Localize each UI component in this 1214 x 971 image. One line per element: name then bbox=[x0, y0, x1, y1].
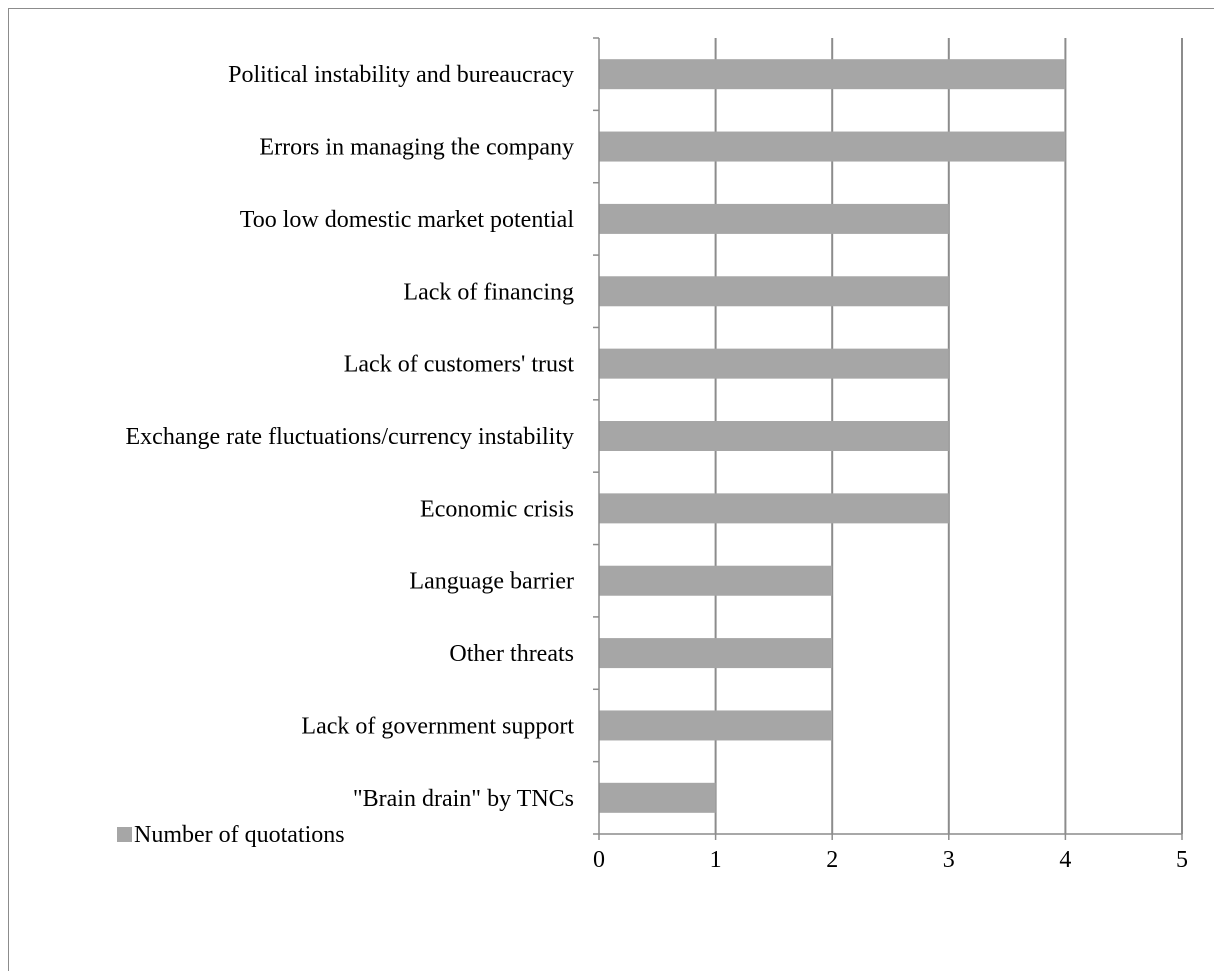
bar bbox=[599, 59, 1066, 90]
axes bbox=[593, 37, 1183, 840]
category-label: Economic crisis bbox=[420, 496, 574, 522]
bar bbox=[599, 782, 716, 813]
bars bbox=[599, 59, 1066, 813]
category-label: Exchange rate fluctuations/currency inst… bbox=[126, 424, 575, 450]
category-label: "Brain drain" by TNCs bbox=[353, 786, 574, 812]
category-label: Lack of customers' trust bbox=[344, 352, 575, 378]
category-label: Political instability and bureaucracy bbox=[228, 62, 574, 88]
category-label: Other threats bbox=[449, 641, 574, 667]
bar bbox=[599, 348, 949, 379]
bar bbox=[599, 131, 1066, 162]
category-label: Language barrier bbox=[409, 569, 574, 595]
bar bbox=[599, 421, 949, 451]
bar bbox=[599, 710, 833, 741]
x-tick-label: 0 bbox=[593, 847, 605, 873]
bar bbox=[599, 276, 949, 307]
category-label: Errors in managing the company bbox=[259, 135, 574, 161]
category-label: Too low domestic market potential bbox=[240, 207, 575, 233]
legend-swatch bbox=[117, 827, 132, 842]
category-label: Lack of government support bbox=[301, 713, 574, 739]
bar bbox=[599, 493, 949, 524]
x-tick-label: 3 bbox=[943, 847, 955, 873]
category-labels: Political instability and bureaucracy Err… bbox=[126, 62, 575, 812]
legend: Number of quotations bbox=[117, 822, 345, 848]
bar bbox=[599, 203, 949, 234]
x-tick-labels: 0 1 2 3 4 5 bbox=[593, 847, 1188, 873]
bar bbox=[599, 565, 833, 596]
x-tick-label: 2 bbox=[826, 847, 838, 873]
category-label: Lack of financing bbox=[403, 279, 574, 305]
x-tick-label: 5 bbox=[1176, 847, 1188, 873]
chart-frame bbox=[8, 8, 1214, 971]
legend-label: Number of quotations bbox=[134, 822, 345, 848]
x-tick-label: 1 bbox=[710, 847, 722, 873]
x-tick-label: 4 bbox=[1059, 847, 1071, 873]
bar bbox=[599, 638, 833, 669]
